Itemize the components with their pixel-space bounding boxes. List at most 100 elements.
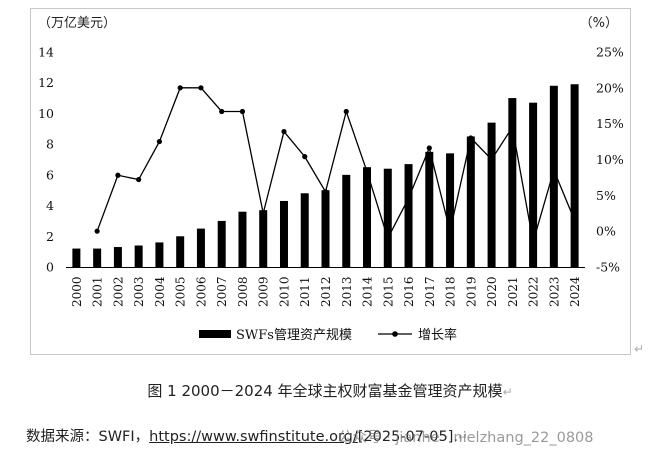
x-tick-label: 2000 <box>70 276 84 307</box>
figure-caption: 图 1 2000－2024 年全球主权财富基金管理资产规模↵ <box>0 380 660 401</box>
bar <box>134 245 143 267</box>
source-link[interactable]: https://www.swfinstitute.org/ <box>149 429 358 445</box>
growth-point <box>509 124 515 130</box>
right-axis-ticks: -5% 0% 5% 10% 15% 20% 25% <box>596 45 624 275</box>
growth-point <box>156 138 163 145</box>
bar <box>383 168 392 267</box>
left-tick-label: 14 <box>38 45 54 60</box>
x-axis-ticks: 2000 2001 2002 2003 2004 2005 2006 2007 2008 2009… <box>70 276 582 307</box>
line-series <box>94 85 578 245</box>
data-source: 数据来源：SWFI，https://www.swfinstitute.org/[… <box>26 425 468 446</box>
bar <box>508 98 517 267</box>
x-tick-label: 2021 <box>506 276 520 307</box>
left-tick-label: 12 <box>38 75 54 90</box>
x-tick-label: 2017 <box>423 276 437 307</box>
growth-point <box>447 228 453 234</box>
legend-line-marker <box>392 331 398 337</box>
growth-point <box>530 239 536 245</box>
right-tick-label: 0% <box>596 224 616 239</box>
bar <box>549 85 558 268</box>
bar <box>425 151 434 267</box>
growth-point <box>385 235 391 241</box>
bar <box>363 167 372 267</box>
chart-figure: （万亿美元） （%） 0 2 4 6 8 10 12 14 -5% 0% 5% 10% 15% 20% 2… <box>30 8 631 355</box>
growth-point <box>405 195 412 201</box>
bar <box>466 136 475 267</box>
x-tick-label: 2010 <box>277 276 291 307</box>
left-tick-label: 6 <box>46 167 54 182</box>
legend-bar-swatch <box>199 330 231 338</box>
growth-point <box>364 169 370 175</box>
legend-bar-label: SWFs管理资产规模 <box>236 328 352 343</box>
left-tick-label: 0 <box>46 260 54 275</box>
left-axis-unit: （万亿美元） <box>38 16 116 31</box>
bar <box>342 174 351 267</box>
x-tick-label: 2022 <box>527 276 541 307</box>
x-tick-label: 2005 <box>174 276 188 307</box>
left-axis-ticks: 0 2 4 6 8 10 12 14 <box>38 45 54 275</box>
source-prefix: 数据来源：SWFI， <box>26 429 150 445</box>
right-tick-label: 5% <box>596 188 616 203</box>
right-tick-label: 15% <box>596 116 624 131</box>
x-tick-label: 2024 <box>568 276 582 307</box>
left-tick-label: 10 <box>38 106 54 121</box>
bar <box>72 248 81 267</box>
x-tick-label: 2013 <box>340 276 354 307</box>
legend: SWFs管理资产规模 增长率 <box>199 327 457 343</box>
bar <box>113 247 122 267</box>
growth-point <box>136 176 142 183</box>
growth-point <box>198 85 204 91</box>
paragraph-mark: ↵ <box>634 342 645 356</box>
x-tick-label: 2009 <box>257 276 271 307</box>
chart-border <box>30 8 631 355</box>
growth-point <box>219 108 225 115</box>
bar <box>487 122 496 268</box>
bar <box>404 164 413 267</box>
x-tick-label: 2019 <box>464 276 478 307</box>
right-tick-label: 25% <box>596 45 624 60</box>
growth-point <box>551 167 557 173</box>
growth-point <box>322 189 329 195</box>
watermark: 公众号 · jianhe · nielzhang_22_0808 <box>338 430 594 446</box>
growth-point <box>94 228 100 234</box>
x-tick-label: 2016 <box>402 276 416 307</box>
growth-point <box>302 154 308 160</box>
x-tick-label: 2023 <box>547 276 561 307</box>
x-tick-label: 2003 <box>132 276 146 307</box>
x-tick-label: 2008 <box>236 276 250 307</box>
growth-point <box>239 108 246 115</box>
right-tick-label: -5% <box>596 260 620 275</box>
right-tick-label: 20% <box>596 80 624 95</box>
bar <box>93 248 102 267</box>
left-tick-label: 4 <box>46 198 54 213</box>
left-tick-label: 2 <box>46 229 54 244</box>
x-tick-label: 2014 <box>361 276 375 307</box>
bar <box>300 193 309 267</box>
x-tick-label: 2001 <box>91 276 105 307</box>
bar <box>196 228 205 267</box>
source-suffix: [2025-07-05]. <box>357 429 458 445</box>
x-tick-label: 2002 <box>111 276 125 307</box>
growth-point <box>343 108 349 115</box>
bar <box>529 102 538 267</box>
growth-point <box>488 156 495 163</box>
growth-point <box>426 145 432 151</box>
growth-point <box>177 85 183 91</box>
bar <box>446 153 455 267</box>
growth-point <box>468 135 474 141</box>
x-tick-label: 2018 <box>444 276 458 307</box>
growth-line <box>96 87 576 243</box>
bar <box>321 190 330 267</box>
bar-series <box>72 84 579 268</box>
growth-point <box>572 217 578 224</box>
x-tick-label: 2007 <box>215 276 229 307</box>
growth-point <box>281 128 287 135</box>
right-axis-unit: （%） <box>580 16 618 31</box>
bar <box>176 236 185 267</box>
bar <box>279 200 288 267</box>
right-tick-label: 10% <box>596 152 624 167</box>
x-tick-label: 2012 <box>319 276 333 307</box>
bar <box>217 220 226 267</box>
left-tick-label: 8 <box>46 137 54 152</box>
bar <box>259 210 268 267</box>
